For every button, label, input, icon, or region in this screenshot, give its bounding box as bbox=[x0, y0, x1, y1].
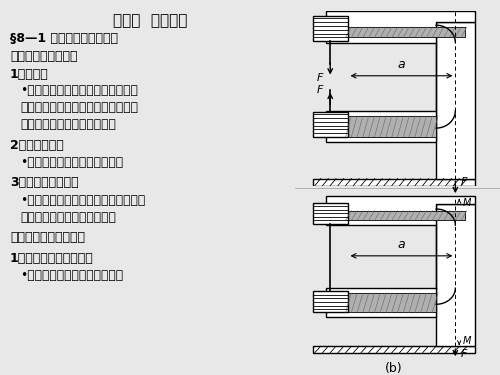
Bar bbox=[340, 116, 436, 137]
Text: •拉（压）、扭转、平面弯曲。: •拉（压）、扭转、平面弯曲。 bbox=[20, 156, 123, 169]
Text: 3、组合变形类型：: 3、组合变形类型： bbox=[10, 176, 78, 189]
Bar bbox=[313, 202, 348, 223]
Polygon shape bbox=[326, 288, 436, 317]
Text: M: M bbox=[463, 336, 471, 346]
Bar bbox=[313, 291, 348, 312]
Text: F: F bbox=[317, 85, 323, 95]
Text: 这种受力变形称为组合变形。: 这种受力变形称为组合变形。 bbox=[20, 118, 116, 131]
Bar bbox=[340, 293, 436, 312]
Text: 包含两种或两种以上的基本变形，则: 包含两种或两种以上的基本变形，则 bbox=[20, 101, 138, 114]
Bar bbox=[340, 211, 465, 220]
Bar bbox=[313, 112, 348, 137]
Bar bbox=[313, 16, 348, 41]
Bar bbox=[436, 204, 474, 346]
Text: 一、组合变形的概念: 一、组合变形的概念 bbox=[10, 50, 78, 63]
Bar bbox=[340, 27, 465, 38]
Text: F: F bbox=[461, 177, 468, 187]
Bar bbox=[436, 22, 474, 178]
Text: a: a bbox=[398, 57, 406, 70]
Text: •斜弯曲、拉（压）弯、拉（压）扭、: •斜弯曲、拉（压）弯、拉（压）扭、 bbox=[20, 194, 145, 207]
Text: F: F bbox=[317, 72, 323, 82]
Text: §8—1 组合变形和叠加原理: §8—1 组合变形和叠加原理 bbox=[10, 32, 118, 45]
Text: (b): (b) bbox=[385, 362, 402, 375]
Text: 1、线弹性小变形问题：: 1、线弹性小变形问题： bbox=[10, 252, 94, 265]
Text: •采用叠加法计算位移及应力。: •采用叠加法计算位移及应力。 bbox=[20, 269, 123, 282]
Text: a: a bbox=[398, 238, 406, 251]
Text: 拉（压）弯扭和弯扭等组合。: 拉（压）弯扭和弯扭等组合。 bbox=[20, 211, 116, 224]
Polygon shape bbox=[326, 196, 474, 225]
Bar bbox=[313, 346, 474, 353]
Text: 2、基本变形：: 2、基本变形： bbox=[10, 139, 64, 152]
Text: M: M bbox=[463, 198, 471, 208]
Text: •若杆件在外力作用下，产生的变形: •若杆件在外力作用下，产生的变形 bbox=[20, 84, 138, 98]
Bar bbox=[313, 178, 474, 186]
Text: F: F bbox=[461, 350, 468, 359]
Text: 二、组合变形计算方法: 二、组合变形计算方法 bbox=[10, 231, 85, 244]
Polygon shape bbox=[326, 11, 474, 43]
Polygon shape bbox=[326, 111, 436, 142]
Text: 1、定义：: 1、定义： bbox=[10, 68, 49, 81]
Text: 第八章  组合变形: 第八章 组合变形 bbox=[113, 13, 187, 28]
